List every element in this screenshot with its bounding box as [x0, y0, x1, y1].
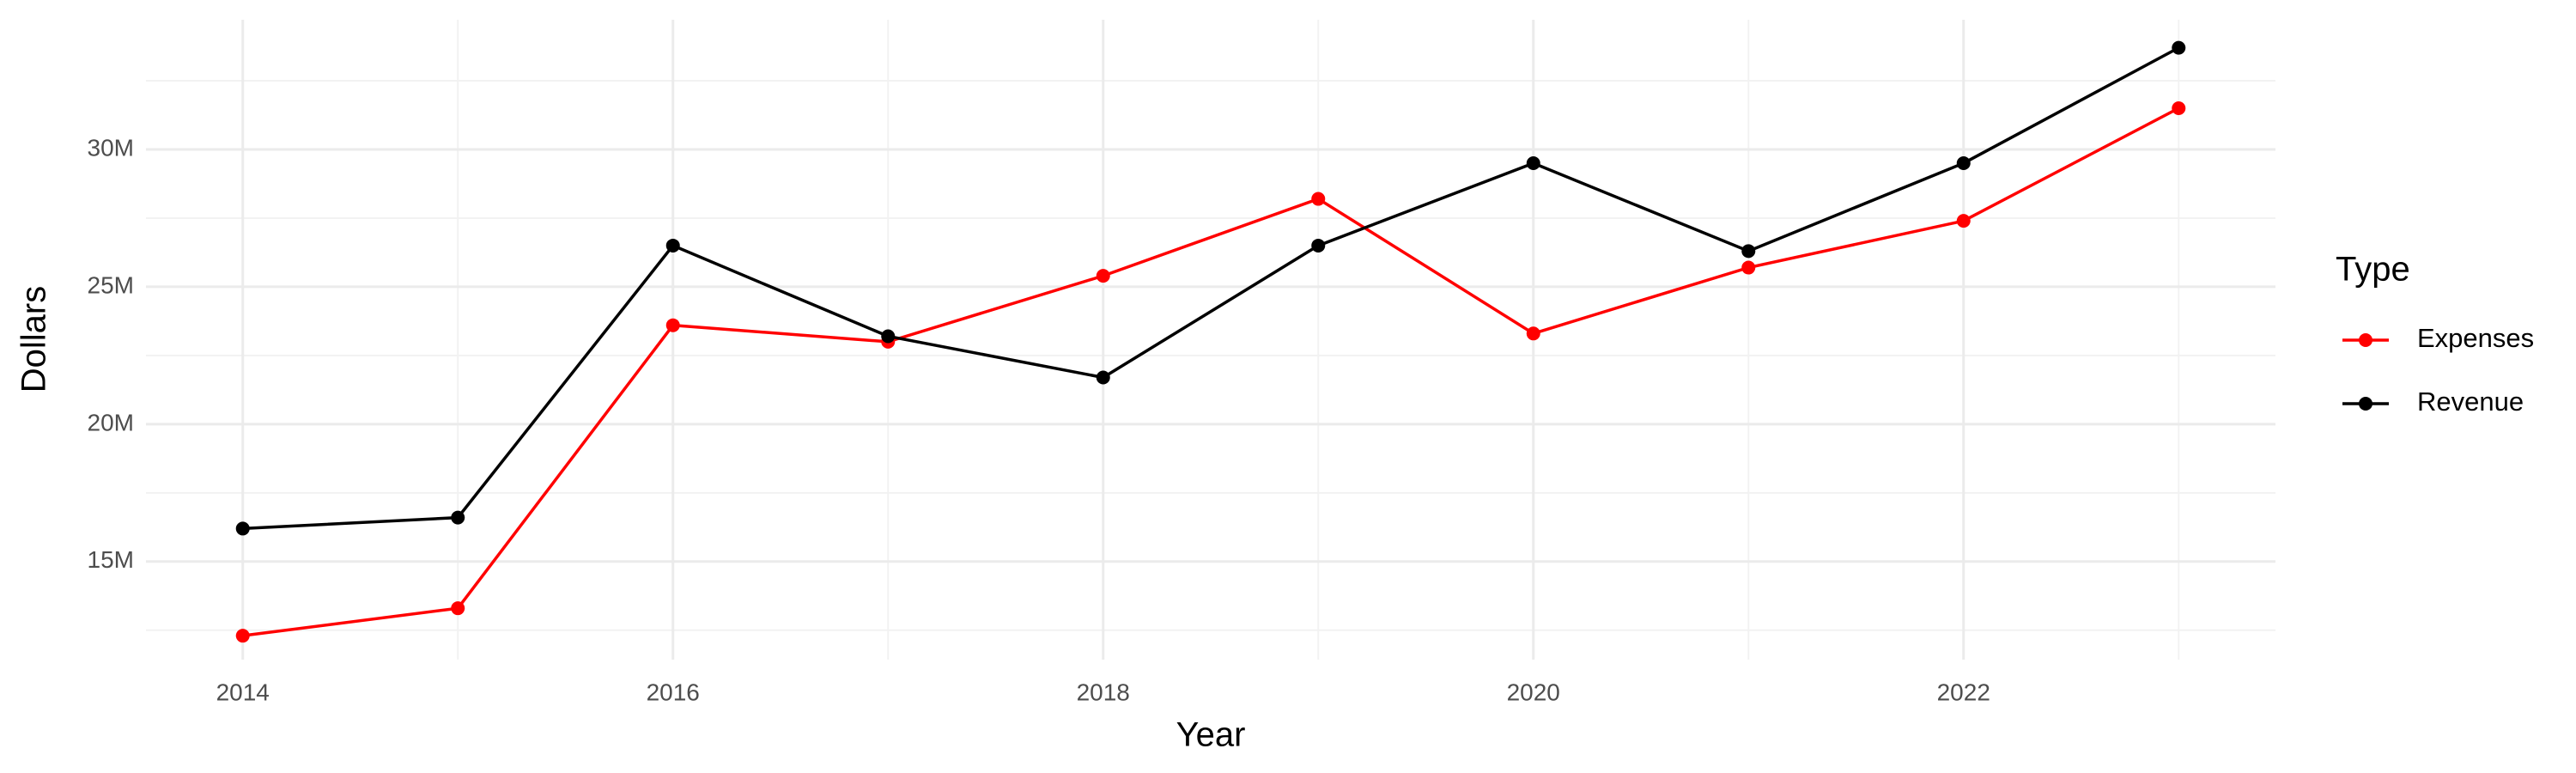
data-point — [1741, 260, 1756, 275]
y-tick-label: 20M — [88, 409, 134, 435]
x-tick-label: 2022 — [1937, 679, 1990, 705]
y-tick-label: 15M — [88, 546, 134, 573]
data-point — [665, 318, 680, 332]
data-point — [1956, 214, 1971, 228]
data-point — [451, 510, 465, 525]
legend-title: Type — [2336, 251, 2410, 289]
data-point — [235, 629, 250, 643]
x-axis-title: Year — [1176, 716, 1246, 754]
data-point — [1526, 326, 1540, 341]
legend-label: Expenses — [2417, 323, 2534, 353]
legend-key-point — [2359, 333, 2372, 347]
legend-key-point — [2359, 397, 2372, 411]
x-tick-label: 2014 — [216, 679, 270, 705]
data-point — [1096, 370, 1110, 385]
data-point — [451, 601, 465, 616]
series-line — [242, 107, 2180, 637]
x-tick-label: 2016 — [647, 679, 700, 705]
data-point — [1741, 244, 1756, 259]
series-line — [242, 46, 2180, 531]
x-tick-label: 2020 — [1507, 679, 1560, 705]
x-tick-label: 2018 — [1077, 679, 1130, 705]
data-point — [1096, 269, 1110, 283]
data-point — [881, 329, 896, 344]
y-axis-title: Dollars — [15, 286, 53, 393]
y-tick-label: 30M — [88, 134, 134, 161]
data-point — [665, 238, 680, 253]
data-point — [1311, 238, 1326, 253]
data-point — [2172, 40, 2186, 55]
y-tick-label: 25M — [88, 271, 134, 298]
data-point — [1311, 192, 1326, 206]
data-point — [1956, 155, 1971, 170]
data-point — [1526, 155, 1540, 170]
legend-label: Revenue — [2417, 386, 2524, 417]
data-point — [235, 521, 250, 536]
data-point — [2172, 101, 2186, 116]
grid — [146, 20, 2275, 660]
